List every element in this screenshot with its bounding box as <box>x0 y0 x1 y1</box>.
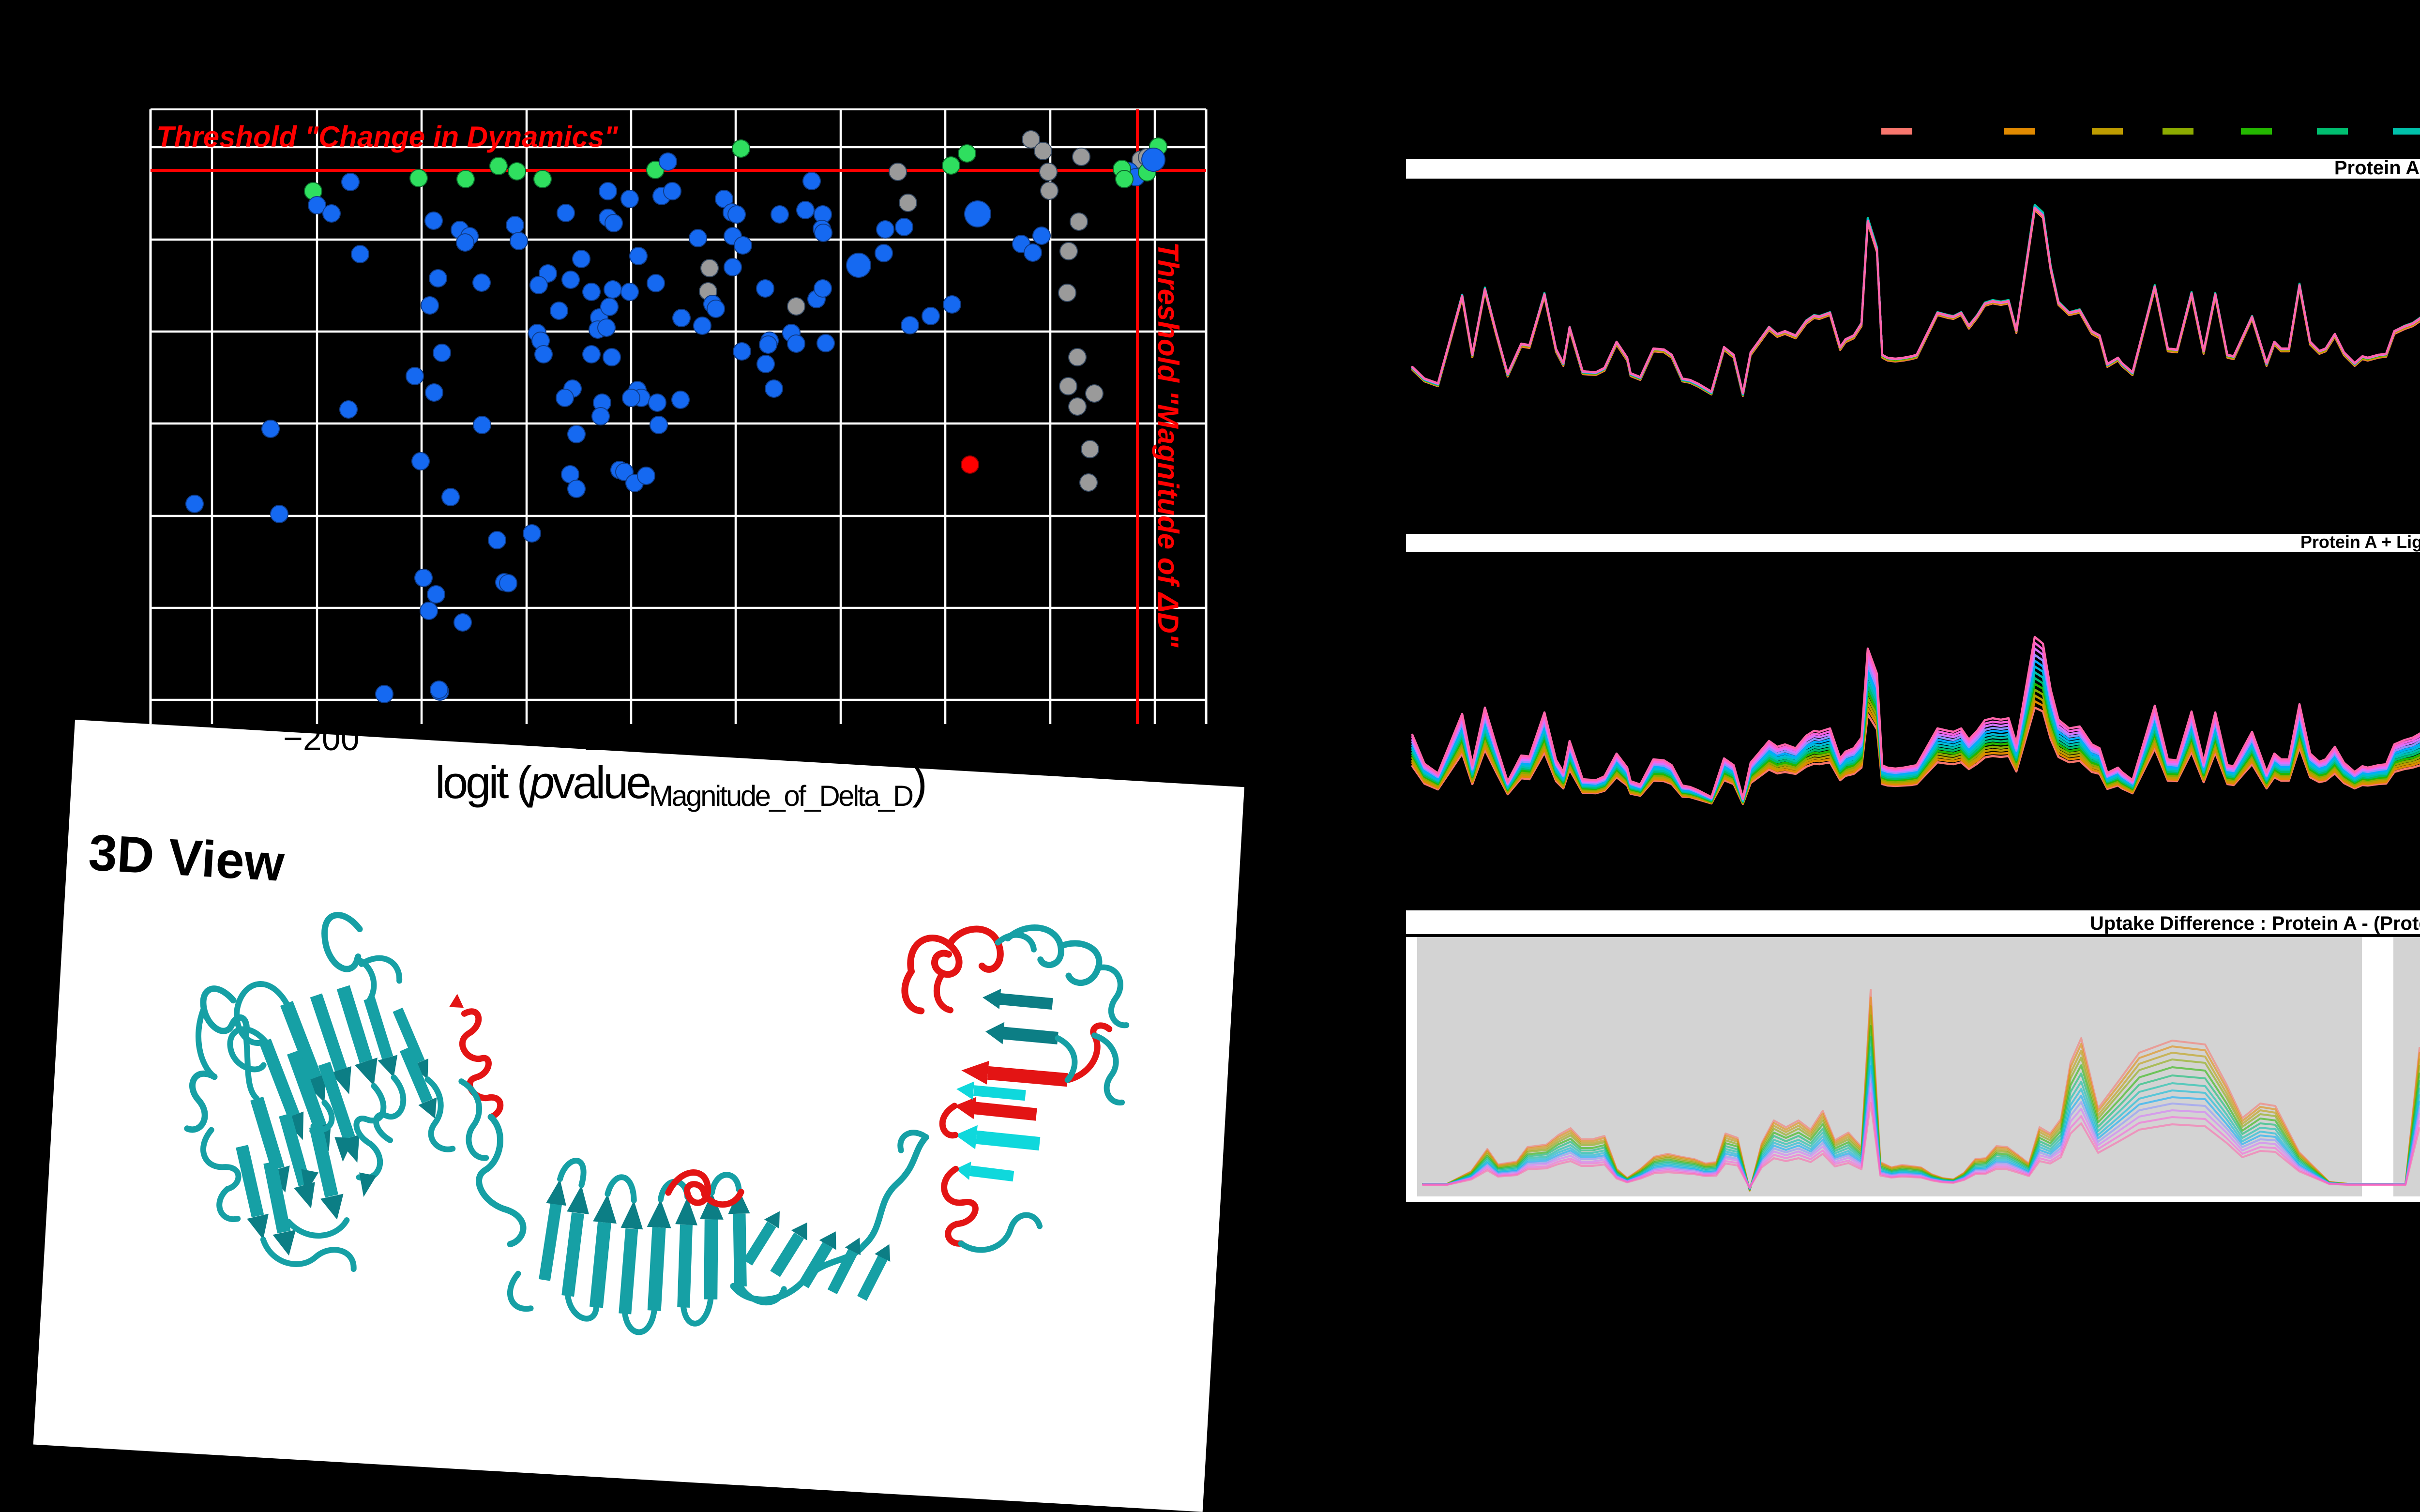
svg-text:Threshold "Change in Dynamics": Threshold "Change in Dynamics" <box>156 121 619 153</box>
svg-text:Threshold "Magnitude of ΔD": Threshold "Magnitude of ΔD" <box>1152 242 1184 648</box>
svg-text:Protein A: Protein A <box>2334 157 2420 179</box>
svg-text:Protein A + Ligand: Protein A + Ligand <box>2300 532 2420 552</box>
svg-text:Uptake Difference : Protein A: Uptake Difference : Protein A - (Protein… <box>2090 913 2420 934</box>
